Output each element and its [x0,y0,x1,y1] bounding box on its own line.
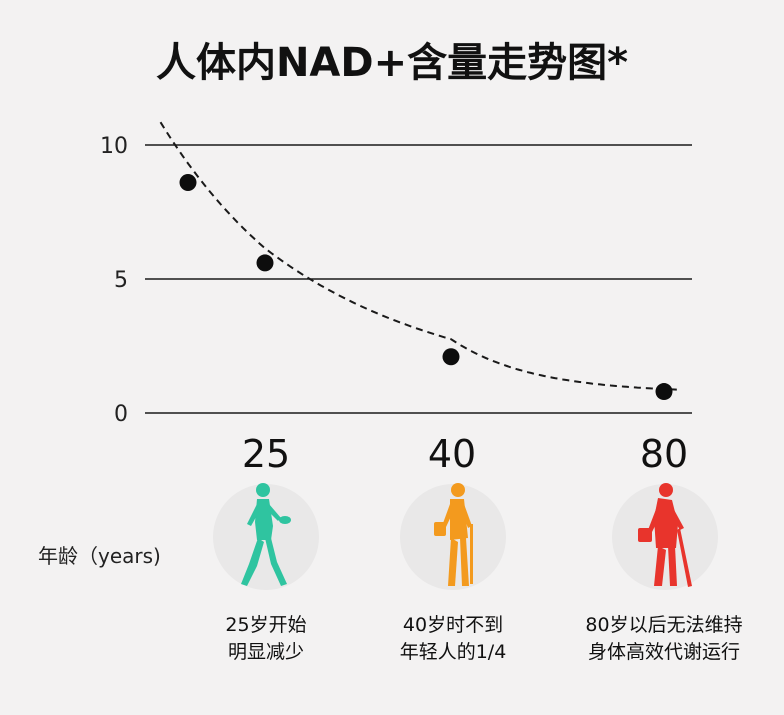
age-label-40: 40 [427,432,477,476]
caption-25: 25岁开始 明显减少 [156,612,376,666]
caption-40-line1: 40岁时不到 [402,614,504,636]
caption-25-line2: 明显减少 [227,641,304,663]
elderly-person-figure [600,478,730,598]
y-tick-label-0: 0 [114,402,128,427]
chart-title: 人体内NAD+含量走势图* [155,40,629,86]
age-label-25: 25 [241,432,291,476]
x-axis-name: 年龄（years) [38,544,161,568]
elderly-person-icon [638,483,692,587]
caption-25-line1: 25岁开始 [225,614,307,636]
caption-80: 80岁以后无法维持 身体高效代谢运行 [554,612,774,666]
caption-80-line2: 身体高效代谢运行 [587,641,740,663]
walking-person-icon [241,483,291,586]
caption-40: 40岁时不到 年轻人的1/4 [343,612,563,666]
age-label-80: 80 [639,432,689,476]
young-person-figure [201,478,331,598]
cane-person-icon [434,483,473,586]
caption-80-line1: 80岁以后无法维持 [585,614,743,636]
trend-curve [159,121,681,391]
y-tick-label-5: 5 [114,268,128,293]
data-point-1 [256,254,274,272]
middle-aged-person-figure [388,478,518,598]
data-point-3 [655,383,673,401]
y-tick-label-10: 10 [100,134,128,159]
caption-40-line2: 年轻人的1/4 [399,641,507,663]
data-point-2 [442,348,460,366]
data-point-0 [179,174,197,192]
